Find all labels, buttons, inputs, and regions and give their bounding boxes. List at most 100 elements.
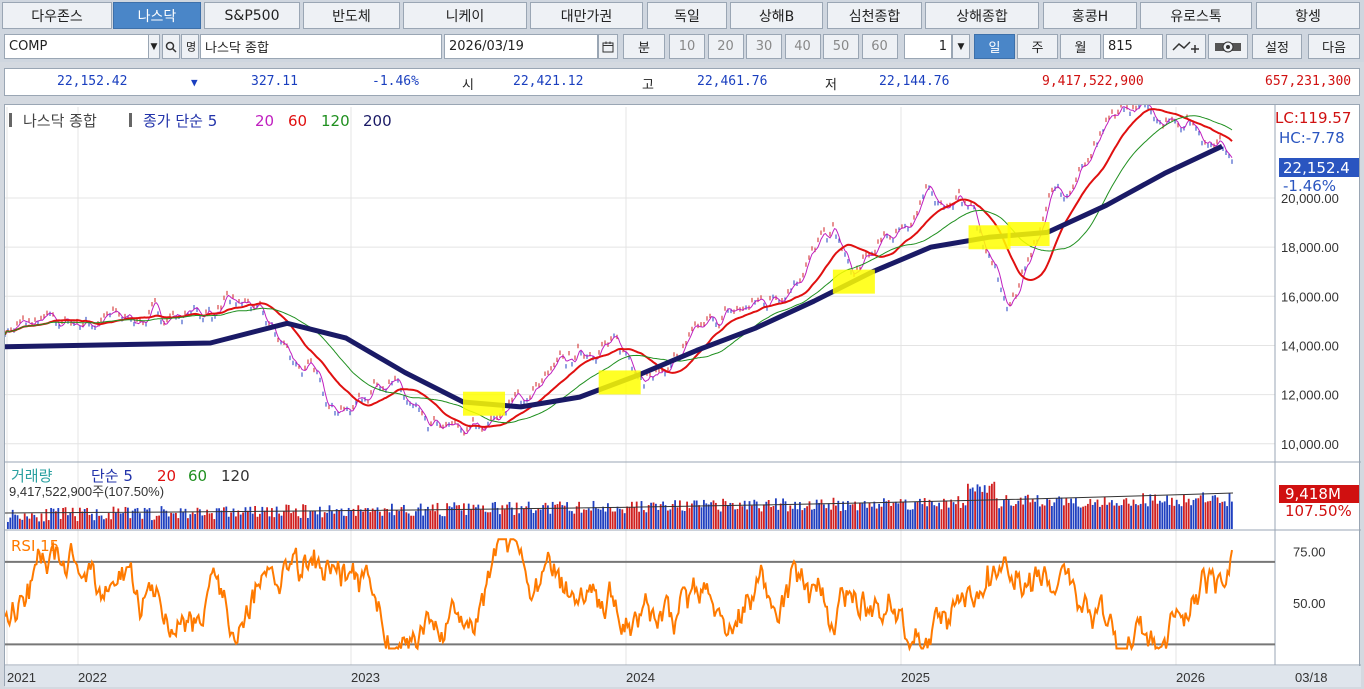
volume-bar	[587, 508, 590, 529]
add-line-icon[interactable]	[1166, 34, 1206, 59]
name-toggle-button[interactable]: 명	[181, 34, 199, 59]
volume-bar	[626, 506, 628, 529]
tab-market-2[interactable]: 나스닥	[113, 2, 201, 29]
bars-count-field[interactable]: 815	[1103, 34, 1163, 59]
volume-bar	[729, 502, 732, 529]
volume-bar	[266, 507, 268, 529]
quote-percent: -1.46%	[372, 74, 419, 89]
chart-panel[interactable]: 10,000.00 12,000.00 14,000.00 16,000.00 18,0…	[4, 104, 1361, 687]
volume-bar	[868, 502, 871, 529]
interval-button-10[interactable]: 10	[669, 34, 705, 59]
volume-bar	[28, 518, 31, 529]
volume-bar	[383, 508, 386, 529]
volume-bar	[1036, 495, 1039, 529]
date-field[interactable]: 2026/03/19	[444, 34, 598, 59]
volume-bar	[59, 518, 62, 529]
x-axis-year-label: 2021	[7, 670, 36, 685]
tab-market-4[interactable]: 반도체	[303, 2, 400, 29]
volume-pct-label: 107.50%	[1285, 502, 1352, 520]
volume-bar	[211, 513, 213, 529]
volume-bar	[287, 504, 290, 529]
volume-bar	[57, 508, 60, 529]
tab-market-8[interactable]: 상해B	[730, 2, 823, 29]
volume-bar	[561, 505, 564, 529]
interval-button-30[interactable]: 30	[746, 34, 782, 59]
minute-button[interactable]: 분	[623, 34, 665, 59]
volume-bar	[727, 505, 729, 529]
volume-bar	[743, 500, 746, 529]
tab-market-12[interactable]: 유로스톡	[1140, 2, 1252, 29]
tab-market-9[interactable]: 심천종합	[827, 2, 922, 29]
period-button-2[interactable]: 주	[1017, 34, 1058, 59]
volume-bar	[1012, 505, 1015, 529]
volume-bar	[991, 483, 993, 529]
volume-bar	[933, 505, 936, 529]
volume-bar	[21, 519, 24, 529]
settings-button[interactable]: 설정	[1252, 34, 1302, 59]
price-chart[interactable]: 10,000.00 12,000.00 14,000.00 16,000.00 18,0…	[5, 105, 1361, 687]
low-value: 22,144.76	[879, 74, 950, 89]
tab-market-13[interactable]: 항셍	[1256, 2, 1360, 29]
volume-bar	[547, 505, 549, 529]
volume-bar	[688, 508, 691, 529]
signal-highlight-box	[598, 370, 641, 395]
bars-count-value: 815	[1108, 39, 1133, 54]
tab-market-10[interactable]: 상해종합	[925, 2, 1039, 29]
volume-bar	[825, 508, 828, 529]
volume-bar	[563, 505, 566, 529]
count-field[interactable]: 1	[904, 34, 952, 59]
volume-bar	[302, 504, 304, 529]
volume-bar	[448, 506, 451, 529]
volume-bar	[331, 511, 333, 529]
tab-market-1[interactable]: 다우존스	[2, 2, 112, 29]
volume-bar	[621, 509, 624, 529]
tab-market-7[interactable]: 독일	[647, 2, 727, 29]
volume-bar	[491, 502, 494, 529]
period-button-1[interactable]: 일	[974, 34, 1015, 59]
interval-button-60[interactable]: 60	[861, 34, 898, 59]
volume-bar	[919, 498, 921, 529]
volume-bar	[863, 501, 866, 529]
period-button-3[interactable]: 월	[1060, 34, 1101, 59]
volume-bar	[470, 509, 472, 529]
volume-bar	[403, 504, 405, 529]
volume-bar	[297, 516, 300, 529]
volume-bar	[71, 507, 74, 529]
tab-market-11[interactable]: 홍콩H	[1043, 2, 1137, 29]
volume-bar	[739, 502, 741, 529]
volume-bar	[19, 518, 21, 529]
indicator-settings-icon[interactable]	[1208, 34, 1248, 59]
volume-bar	[203, 515, 206, 529]
interval-button-40[interactable]: 40	[784, 34, 821, 59]
volume-bar	[86, 507, 88, 529]
volume-bar	[62, 507, 64, 529]
volume-bar	[1190, 505, 1192, 529]
volume-bar	[110, 519, 112, 529]
volume-bar	[979, 486, 981, 529]
volume-bar	[134, 508, 136, 529]
interval-button-20[interactable]: 20	[707, 34, 744, 59]
volume-bar	[1096, 499, 1099, 529]
volume-bar	[640, 501, 643, 529]
volume-bar	[309, 510, 312, 529]
tab-market-5[interactable]: 니케이	[403, 2, 527, 29]
count-chevron-down-icon[interactable]: ▼	[952, 34, 970, 59]
volume-bar	[170, 512, 172, 529]
volume-bar	[391, 503, 393, 529]
chevron-down-icon[interactable]: ▼	[148, 34, 160, 59]
volume-bar	[681, 510, 684, 529]
volume-bar	[1166, 495, 1168, 529]
volume-bar	[237, 510, 240, 529]
volume-bar	[316, 514, 319, 529]
interval-button-50[interactable]: 50	[823, 34, 859, 59]
volume-bar	[239, 514, 242, 529]
tab-market-6[interactable]: 대만가권	[530, 2, 643, 29]
next-button[interactable]: 다음	[1308, 34, 1360, 59]
volume-bar	[1147, 506, 1149, 529]
tab-market-3[interactable]: S&P500	[204, 2, 300, 29]
symbol-input[interactable]: COMP	[4, 34, 160, 59]
symbol-name: 나스닥 종합	[205, 41, 269, 56]
search-icon[interactable]	[162, 34, 180, 59]
volume-bar	[899, 499, 902, 529]
calendar-icon[interactable]	[598, 34, 618, 59]
